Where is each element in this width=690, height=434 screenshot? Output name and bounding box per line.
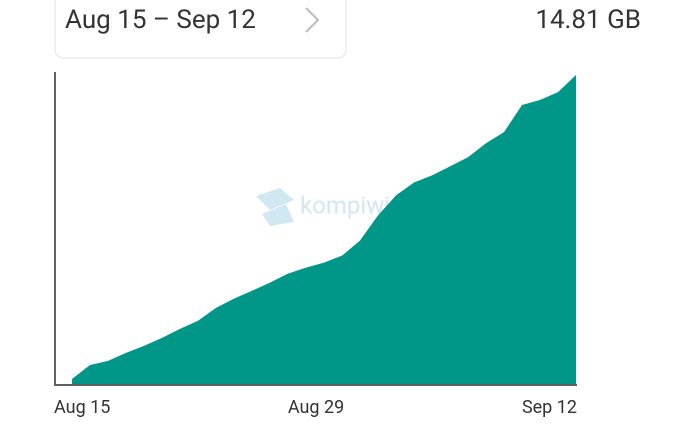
plot: [72, 75, 576, 384]
x-tick-label: Sep 12: [522, 397, 577, 418]
date-range-selector[interactable]: [54, 0, 347, 59]
total-usage: 14.81 GB: [535, 5, 641, 35]
chevron-icon[interactable]: [305, 7, 320, 33]
usage-area: [72, 75, 576, 384]
x-tick-label: Aug 15: [54, 397, 110, 418]
x-tick-label: Aug 29: [288, 397, 344, 418]
date-range[interactable]: Aug 15 – Sep 12: [65, 5, 256, 35]
watermark: kompiwin: [256, 188, 403, 226]
watermark-logo: [256, 188, 294, 226]
